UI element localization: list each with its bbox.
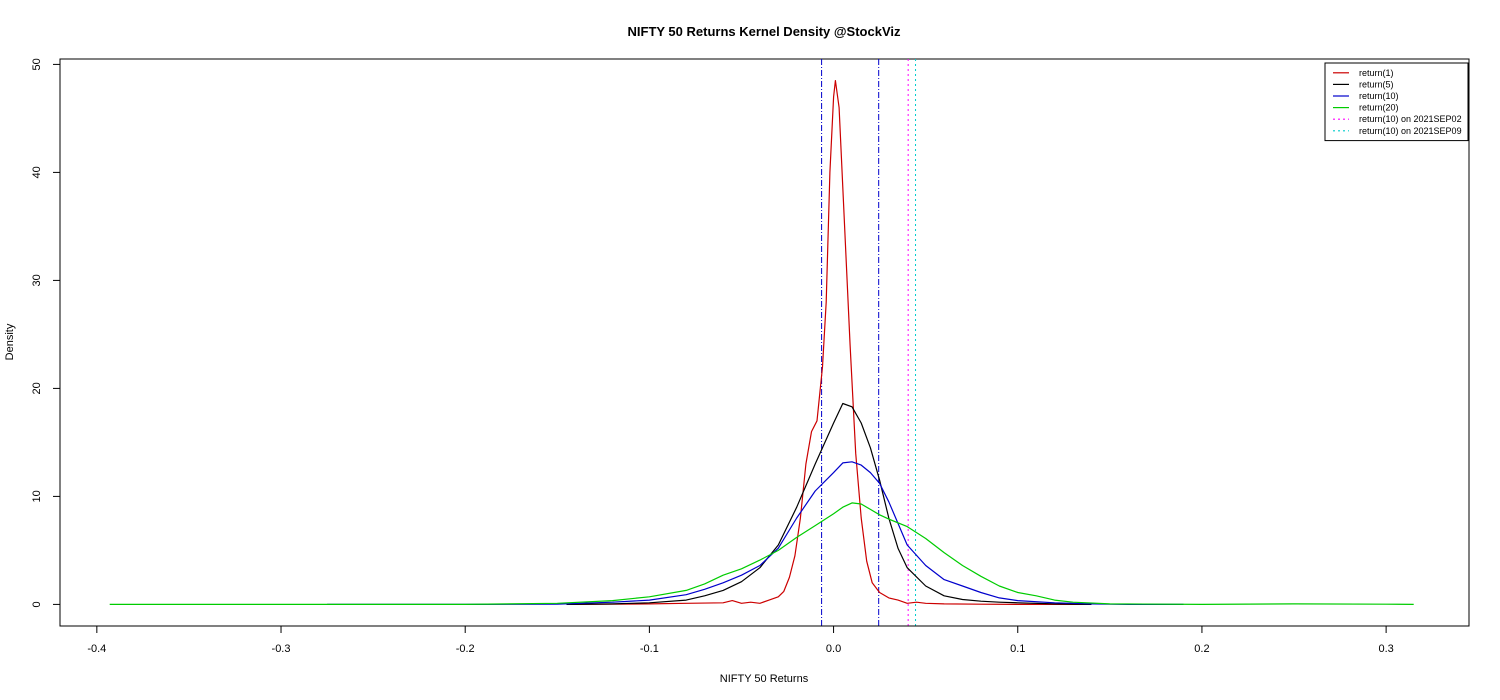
reference-lines [821,59,917,626]
y-axis-title: Density [4,323,16,360]
series-line [327,461,1184,606]
x-tick-label: 0.1 [1010,643,1025,655]
x-tick-label: -0.4 [87,643,106,655]
legend-box [1324,62,1469,142]
legend: return(1)return(5)return(10)return(20)re… [1324,62,1469,142]
x-tick-label: 0.3 [1378,643,1393,655]
legend-label: return(1) [1359,68,1394,78]
legend-label: return(10) on 2021SEP09 [1359,126,1462,136]
series-lines [109,79,1414,606]
y-tick-label: 0 [31,601,43,607]
series-line [566,79,1092,606]
series-line [566,402,1092,605]
chart-title: NIFTY 50 Returns Kernel Density @StockVi… [628,24,902,39]
x-tick-label: -0.1 [640,643,659,655]
legend-label: return(10) on 2021SEP02 [1359,114,1462,124]
y-tick-label: 40 [31,166,43,178]
legend-label: return(5) [1359,79,1394,89]
x-tick-label: 0.2 [1194,643,1209,655]
y-tick-label: 10 [31,490,43,502]
y-tick-label: 30 [31,274,43,286]
legend-label: return(10) [1359,91,1399,101]
plot-frame [59,58,1470,627]
x-axis: -0.4 -0.3 -0.2 -0.1 0.0 0.1 0.2 0.3 [87,625,1394,655]
x-tick-label: -0.3 [272,643,291,655]
y-tick-label: 50 [31,58,43,70]
x-axis-title: NIFTY 50 Returns [720,673,809,685]
y-tick-label: 20 [31,382,43,394]
legend-label: return(20) [1359,103,1399,113]
series-line [109,502,1414,606]
y-axis: 0 10 20 30 40 50 [31,58,61,607]
x-tick-label: 0.0 [826,643,841,655]
x-tick-label: -0.2 [456,643,475,655]
